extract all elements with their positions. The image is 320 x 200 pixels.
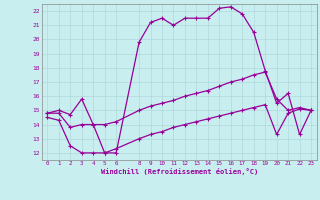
X-axis label: Windchill (Refroidissement éolien,°C): Windchill (Refroidissement éolien,°C)	[100, 168, 258, 175]
